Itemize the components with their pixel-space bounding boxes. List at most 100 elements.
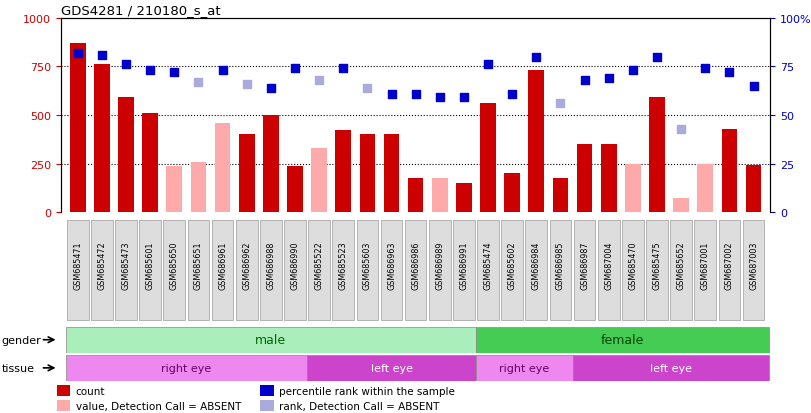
Point [675, 126, 688, 133]
Text: GSM686984: GSM686984 [532, 241, 541, 289]
Bar [501, 221, 523, 320]
Text: GSM685603: GSM685603 [363, 241, 372, 289]
Point [119, 62, 132, 69]
Point [603, 76, 616, 82]
Text: GSM686985: GSM686985 [556, 241, 565, 289]
Point [409, 91, 422, 97]
Text: GSM687001: GSM687001 [701, 241, 710, 289]
Text: rank, Detection Call = ABSENT: rank, Detection Call = ABSENT [279, 401, 440, 411]
Text: right eye: right eye [161, 363, 212, 373]
Point [264, 85, 277, 92]
Point [71, 50, 84, 57]
Point [312, 77, 325, 84]
Point [168, 70, 181, 76]
Bar [601, 145, 616, 213]
Bar [384, 135, 399, 213]
Point [506, 91, 519, 97]
Text: GSM685471: GSM685471 [73, 241, 82, 289]
Text: GSM687004: GSM687004 [604, 241, 613, 289]
Text: GSM686962: GSM686962 [242, 241, 251, 289]
Bar [260, 400, 274, 411]
Bar [646, 221, 668, 320]
Text: GSM686988: GSM686988 [266, 241, 275, 289]
Bar [432, 179, 448, 213]
Text: left eye: left eye [371, 363, 413, 373]
Point [433, 95, 446, 102]
Text: GSM687002: GSM687002 [725, 241, 734, 289]
Bar [529, 71, 544, 213]
Point [626, 68, 639, 74]
Bar [673, 198, 689, 213]
Bar [577, 145, 593, 213]
Text: GSM685522: GSM685522 [315, 241, 324, 289]
Text: left eye: left eye [650, 363, 692, 373]
Point [650, 54, 663, 61]
Bar [552, 179, 569, 213]
Point [578, 77, 591, 84]
Bar [236, 221, 258, 320]
Bar [359, 135, 375, 213]
Bar [57, 400, 71, 411]
Bar [238, 135, 255, 213]
Bar [66, 355, 307, 381]
Bar [333, 221, 354, 320]
Point [699, 66, 712, 72]
Bar [745, 165, 762, 213]
Point [216, 68, 229, 74]
Bar [118, 98, 134, 213]
Bar [187, 221, 209, 320]
Bar [67, 221, 88, 320]
Text: female: female [601, 334, 644, 347]
Bar [694, 221, 716, 320]
Bar [504, 174, 520, 213]
Bar [115, 221, 137, 320]
Bar [697, 164, 713, 213]
Bar [722, 129, 737, 213]
Text: GSM685470: GSM685470 [629, 241, 637, 289]
Text: GSM686990: GSM686990 [290, 241, 299, 289]
Bar [284, 221, 306, 320]
Text: GSM685523: GSM685523 [339, 241, 348, 289]
Bar [163, 221, 185, 320]
Bar [307, 355, 476, 381]
Point [96, 52, 109, 59]
Bar [649, 98, 665, 213]
Text: GSM685475: GSM685475 [653, 241, 662, 289]
Point [457, 95, 470, 102]
Text: value, Detection Call = ABSENT: value, Detection Call = ABSENT [75, 401, 241, 411]
Bar [311, 149, 327, 213]
Bar [719, 221, 740, 320]
Bar [405, 221, 427, 320]
Bar [408, 179, 423, 213]
Bar [526, 221, 547, 320]
Point [361, 85, 374, 92]
Text: GSM685602: GSM685602 [508, 241, 517, 289]
Text: GSM686991: GSM686991 [459, 241, 469, 289]
Point [144, 68, 157, 74]
Bar [598, 221, 620, 320]
Bar [357, 221, 378, 320]
Point [530, 54, 543, 61]
Text: GSM685474: GSM685474 [483, 241, 492, 289]
Bar [260, 221, 281, 320]
Text: GSM686961: GSM686961 [218, 241, 227, 289]
Text: GSM685650: GSM685650 [169, 241, 178, 289]
Bar [212, 221, 234, 320]
Bar [94, 65, 109, 213]
Bar [476, 355, 573, 381]
Text: GSM685601: GSM685601 [146, 241, 155, 289]
Point [289, 66, 302, 72]
Text: GSM685473: GSM685473 [122, 241, 131, 289]
Point [723, 70, 736, 76]
Text: GSM685652: GSM685652 [676, 241, 685, 289]
Bar [191, 162, 206, 213]
Bar [573, 221, 595, 320]
Bar [625, 164, 641, 213]
Bar [66, 327, 476, 353]
Text: count: count [75, 386, 105, 396]
Bar [573, 355, 770, 381]
Text: GSM686963: GSM686963 [387, 241, 396, 289]
Text: male: male [255, 334, 286, 347]
Bar [308, 221, 330, 320]
Bar [453, 221, 474, 320]
